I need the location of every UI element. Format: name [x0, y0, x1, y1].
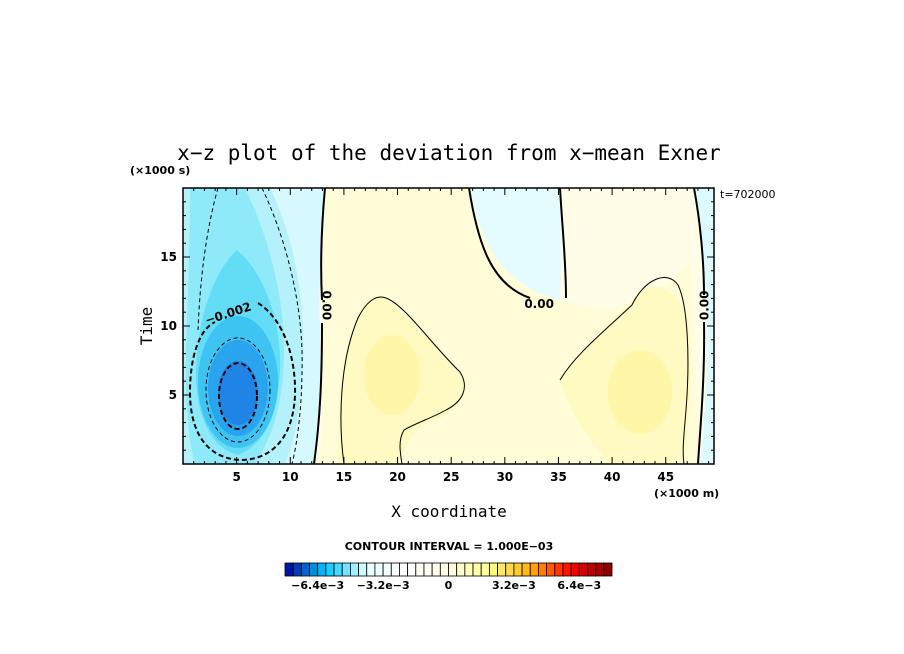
colorbar-cell [341, 562, 351, 577]
x-tick-label: 40 [604, 470, 621, 484]
contour-line-neg-inner [205, 337, 271, 443]
positive-region-4 [364, 335, 420, 415]
x-tick-label: 25 [443, 470, 460, 484]
y-tick-label: 10 [160, 319, 177, 333]
contour-line-neg-002 [188, 302, 297, 462]
colorbar-cell [399, 562, 409, 577]
time-stamp: t=702000 [720, 188, 776, 201]
colorbar-cell [570, 562, 580, 577]
colorbar-cell [366, 562, 376, 577]
colorbar-cell [423, 562, 433, 577]
y-tick-label: 15 [160, 250, 177, 264]
colorbar-cell [431, 562, 441, 577]
contour-line-pos-right [559, 277, 689, 464]
contour-line-neg-outer [261, 188, 303, 464]
colorbar-cell [374, 562, 384, 577]
chart-title: x−z plot of the deviation from x−mean Ex… [177, 141, 721, 165]
colorbar-cell [456, 562, 466, 577]
y-axis-ticks: 5 10 15 [160, 201, 714, 451]
colorbar-cell [407, 562, 417, 577]
colorbar-cell [587, 562, 597, 577]
contour-label: 0.00 [524, 297, 554, 311]
colorbar-cell [349, 562, 359, 577]
x-tick-label: 30 [496, 470, 513, 484]
colorbar-cell [382, 562, 392, 577]
colorbar-cell [390, 562, 400, 577]
colorbar-cell [284, 562, 294, 577]
y-tick-label: 5 [169, 388, 177, 402]
colorbar-cell [292, 562, 302, 577]
x-tick-label: 20 [389, 470, 406, 484]
colorbar-cell [439, 562, 449, 577]
colorbar-cell [325, 562, 335, 577]
y-axis-label: Time [137, 307, 156, 346]
colorbar-cell [317, 562, 327, 577]
colorbar-cell [464, 562, 474, 577]
colorbar-cell [562, 562, 572, 577]
colorbar-cell [521, 562, 531, 577]
colorbar-cell [578, 562, 588, 577]
positive-region-5 [608, 350, 672, 434]
colorbar-cell [333, 562, 343, 577]
colorbar-cell [415, 562, 425, 577]
x-unit-label: (×1000 m) [654, 487, 719, 500]
colorbar-cell [309, 562, 319, 577]
contour-line-zero-left [313, 188, 326, 464]
x-tick-label: 15 [336, 470, 353, 484]
contour-label: 0.00 [697, 290, 711, 320]
contour-line-pos-left [340, 296, 465, 464]
x-axis-ticks: 5 10 15 20 25 30 35 40 45 [193, 188, 710, 484]
contour-label: 0.00 [320, 290, 334, 320]
colorbar-cell [472, 562, 482, 577]
x-tick-label: 35 [550, 470, 567, 484]
colorbar-cell [538, 562, 547, 577]
y-unit-label: (×1000 s) [130, 164, 190, 177]
x-axis-label: X coordinate [391, 502, 507, 521]
colorbar-cell [448, 562, 458, 577]
colorbar-cell [358, 562, 368, 577]
colorbar-tick-label: 6.4e−3 [557, 579, 601, 592]
colorbar [284, 562, 613, 577]
colorbar-cell [603, 562, 613, 577]
x-tick-label: 10 [282, 470, 299, 484]
colorbar-cell [554, 562, 564, 577]
colorbar-cell [595, 562, 605, 577]
contour-line-neg-left [197, 188, 219, 331]
colorbar-ticks: −6.4e−3 −3.2e−3 0 3.2e−3 6.4e−3 [291, 579, 601, 592]
colorbar-tick-label: 3.2e−3 [492, 579, 536, 592]
plot-area [183, 188, 714, 464]
colorbar-cell [300, 562, 310, 577]
colorbar-cell [546, 562, 556, 577]
contour-line-neg-core [218, 362, 258, 430]
colorbar-cell [480, 562, 490, 577]
colorbar-cell [505, 562, 515, 577]
colorbar-tick-label: 0 [445, 579, 453, 592]
negative-region-6 [218, 361, 258, 425]
colorbar-tick-label: −3.2e−3 [357, 579, 410, 592]
colorbar-cell [488, 562, 498, 577]
colorbar-cell [497, 562, 507, 577]
colorbar-tick-label: −6.4e−3 [291, 579, 344, 592]
colorbar-cell [513, 562, 523, 577]
colorbar-cell [529, 562, 539, 577]
contour-interval-text: CONTOUR INTERVAL = 1.000E−03 [345, 540, 554, 553]
x-tick-label: 5 [232, 470, 240, 484]
contour-line-zero-top [468, 188, 567, 299]
x-tick-label: 45 [657, 470, 674, 484]
contour-line-zero-right [693, 188, 706, 464]
